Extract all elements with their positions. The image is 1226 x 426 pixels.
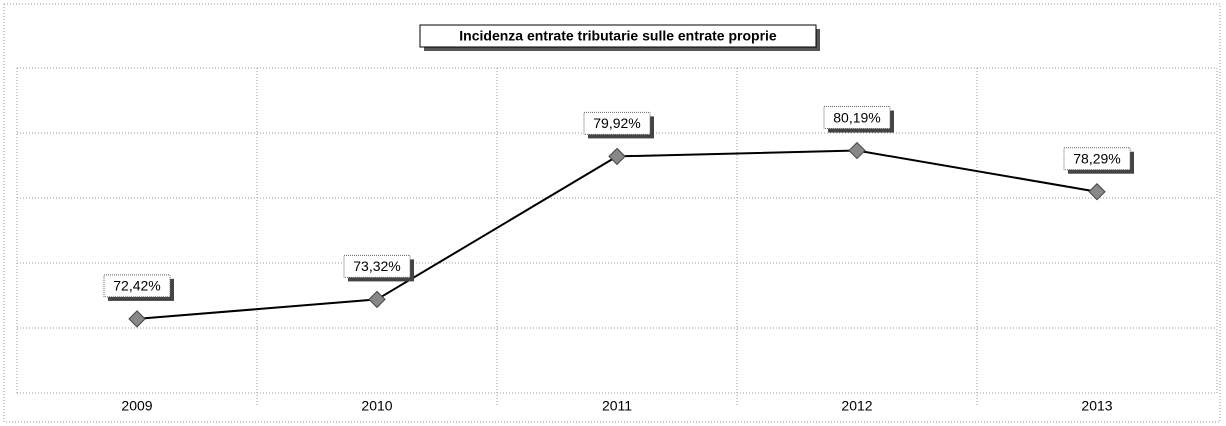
marker	[608, 147, 626, 166]
title-box	[419, 24, 817, 48]
label-box	[823, 106, 891, 130]
marker	[368, 290, 386, 309]
x-tick-label: 2012	[841, 398, 872, 414]
data-label: 72,42%	[113, 278, 160, 294]
marker	[1088, 183, 1106, 201]
label-box	[1063, 147, 1131, 171]
x-tick-label: 2013	[1081, 398, 1112, 414]
x-tick-label: 2010	[361, 398, 392, 414]
chart-title: Incidenza entrate tributarie sulle entra…	[459, 28, 777, 44]
data-label: 79,92%	[593, 115, 640, 131]
line	[136, 149, 1098, 320]
label-box	[343, 254, 411, 278]
label-box	[583, 111, 651, 135]
marker	[848, 141, 866, 160]
x-tick-label: 2011	[602, 398, 632, 414]
data-label: 73,32%	[353, 258, 400, 274]
label-box	[103, 274, 171, 298]
data-label: 80,19%	[833, 109, 880, 125]
data-label: 78,29%	[1073, 150, 1120, 166]
x-tick-label: 2009	[121, 398, 152, 414]
frame	[3, 3, 1221, 423]
marker	[128, 310, 146, 328]
